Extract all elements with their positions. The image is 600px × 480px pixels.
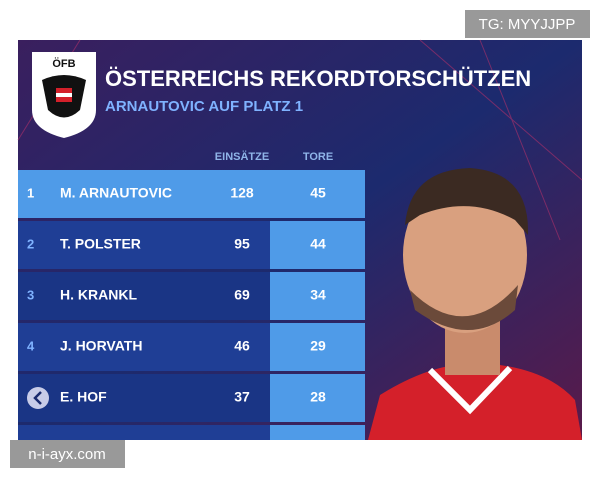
goals: 29	[310, 338, 326, 354]
logo: ÖFB	[32, 52, 96, 138]
appearances: 128	[230, 185, 254, 201]
appearances: 37	[234, 389, 250, 405]
rank: 4	[27, 338, 35, 353]
back-button-arrow[interactable]	[33, 391, 42, 405]
goals: 28	[310, 389, 326, 405]
column-header: EINSÄTZE	[215, 150, 269, 163]
goals-cell	[270, 374, 365, 422]
column-header: TORE	[303, 151, 333, 163]
rank: 1	[27, 185, 34, 200]
player-name: H. KRANKL	[60, 287, 137, 303]
row-background	[18, 170, 365, 218]
table: EINSÄTZE TORE 1 M. ARNAUTOVIC 128 45 2 T. POLST…	[18, 150, 365, 440]
appearances: 46	[234, 338, 250, 354]
watermark-box	[10, 440, 125, 468]
back-button[interactable]	[27, 387, 49, 409]
player-name: E. HOF	[60, 389, 107, 405]
player-name: J. HORVATH	[60, 338, 142, 354]
watermark-bottom: n-i-ayx.com	[28, 446, 106, 463]
player-name: M. ARNAUTOVIC	[60, 185, 172, 201]
goals-cell	[270, 425, 365, 440]
player-name: T. POLSTER	[60, 236, 141, 252]
title: ÖSTERREICHS REKORDTORSCHÜTZEN	[105, 66, 531, 91]
subtitle: ARNAUTOVIC AUF PLATZ 1	[105, 98, 303, 115]
appearances: 95	[234, 236, 250, 252]
goals: 34	[310, 287, 326, 303]
watermark-box	[465, 10, 590, 38]
rank: 3	[27, 287, 34, 302]
back-button-circle[interactable]	[27, 387, 49, 409]
player-photo	[368, 168, 582, 440]
appearances: 69	[234, 287, 250, 303]
goals-cell	[270, 221, 365, 269]
watermark-top: TG: MYYJJPP	[479, 16, 576, 33]
goals: 45	[310, 185, 326, 201]
logo-text: ÖFB	[52, 57, 75, 70]
goals: 44	[310, 236, 326, 252]
goals-cell	[270, 272, 365, 320]
rank: 2	[27, 236, 34, 251]
goals-cell	[270, 323, 365, 371]
